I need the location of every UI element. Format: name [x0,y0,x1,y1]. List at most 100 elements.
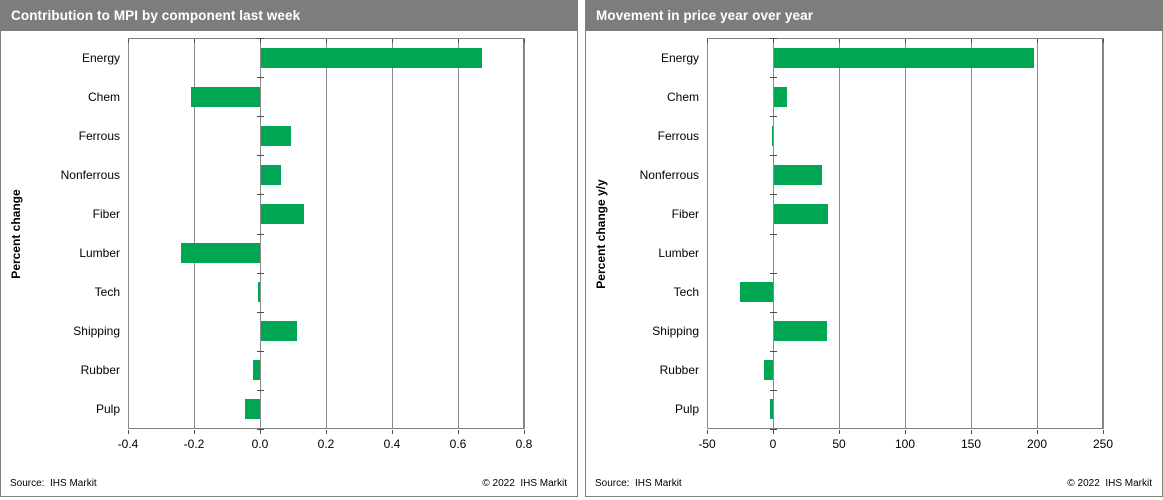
bar [261,47,483,68]
grid-line [707,38,708,429]
top-axis-tick [128,39,129,43]
top-axis-tick [260,39,261,43]
x-tick-label: 250 [1092,437,1114,451]
category-axis-tick [770,233,777,235]
chart-panel-price-movement: Movement in price year over year -50 0 50 1… [585,0,1163,497]
category-label: Ferrous [78,128,120,143]
top-axis-tick [971,39,972,43]
category-axis-tick [770,429,777,430]
category-label: Tech [94,285,120,300]
category-label: Shipping [652,324,699,339]
bottom-axis-tick [773,430,774,434]
chart-canvas: -0.4 -0.2 0.0 0.2 0.4 0.6 0.8 Energy Chem Ferrous… [1,31,577,472]
chart-panel-mpi-contribution: Contribution to MPI by component last we… [0,0,578,497]
chart-title: Contribution to MPI by component last we… [1,1,577,31]
x-tick-label: 50 [832,437,846,451]
bottom-axis-tick [326,430,327,434]
category-label: Nonferrous [60,167,120,182]
x-tick-label: 0.6 [449,437,467,451]
category-label: Shipping [73,324,120,339]
x-tick-label: 150 [960,437,982,451]
top-axis-tick [1037,39,1038,43]
category-axis-tick [770,311,777,313]
bar [261,321,298,342]
bar [774,47,1035,68]
bottom-axis-tick [392,430,393,434]
x-tick-label: -0.4 [117,437,139,451]
category-axis-tick [257,38,264,39]
category-axis-tick [257,233,264,235]
bar [261,203,304,224]
top-axis-tick [773,39,774,43]
bar [261,125,291,146]
category-label: Pulp [674,402,699,417]
grid-line [458,38,459,429]
grid-line [1103,38,1104,429]
bar [190,86,260,107]
copyright-text: © 2022 IHS Markit [1067,478,1152,489]
bar [770,399,773,420]
source-text: Source: IHS Markit [10,478,97,489]
copyright-text: © 2022 IHS Markit [482,478,567,489]
category-axis-tick [770,155,777,157]
bottom-axis-tick [971,430,972,434]
category-axis-tick [770,350,777,352]
category-label: Fiber [671,206,699,221]
category-axis-tick [257,194,264,196]
bar [763,360,773,381]
category-label: Chem [87,89,120,104]
chart-canvas: -50 0 50 100 150 200 250 Energy Chem Ferrous Nonfe… [586,31,1162,472]
category-axis-tick [257,77,264,79]
top-axis-tick [1103,39,1104,43]
category-axis-tick [770,38,777,39]
bottom-axis-tick [458,430,459,434]
top-axis-tick [707,39,708,43]
bar [261,164,281,185]
category-axis-tick [257,311,264,313]
x-tick-label: 0.2 [317,437,335,451]
bottom-axis-tick [128,430,129,434]
bar [774,164,822,185]
y-axis-label: Percent change [9,188,23,279]
x-tick-label: 200 [1026,437,1048,451]
category-axis-tick [257,272,264,274]
category-label: Chem [666,89,699,104]
category-axis-tick [257,116,264,118]
bar [253,360,260,381]
category-label: Ferrous [657,128,699,143]
category-label: Lumber [658,246,699,261]
category-axis-tick [257,350,264,352]
bar [774,203,829,224]
bottom-axis-tick [1037,430,1038,434]
grid-line [392,38,393,429]
bottom-axis-tick [1103,430,1104,434]
bar [245,399,260,420]
category-label: Lumber [79,246,120,261]
category-axis-tick [257,389,264,391]
top-axis-tick [392,39,393,43]
chart-title: Movement in price year over year [586,1,1162,31]
category-axis-tick [770,389,777,391]
category-axis-tick [770,77,777,79]
category-axis-tick [257,429,264,430]
category-axis-tick [770,116,777,118]
category-label: Rubber [659,363,699,378]
bar [774,321,827,342]
grid-line [128,38,129,429]
grid-line [194,38,195,429]
category-axis-tick [770,194,777,196]
top-axis-tick [194,39,195,43]
top-axis-tick [839,39,840,43]
bottom-axis-tick [524,430,525,434]
source-text: Source: IHS Markit [595,478,682,489]
category-label: Fiber [92,206,120,221]
top-axis-tick [326,39,327,43]
category-label: Pulp [95,402,120,417]
top-axis-tick [524,39,525,43]
bottom-axis-tick [707,430,708,434]
grid-line [326,38,327,429]
x-tick-label: 0 [769,437,777,451]
category-label: Nonferrous [639,167,699,182]
x-tick-label: -50 [698,437,716,451]
